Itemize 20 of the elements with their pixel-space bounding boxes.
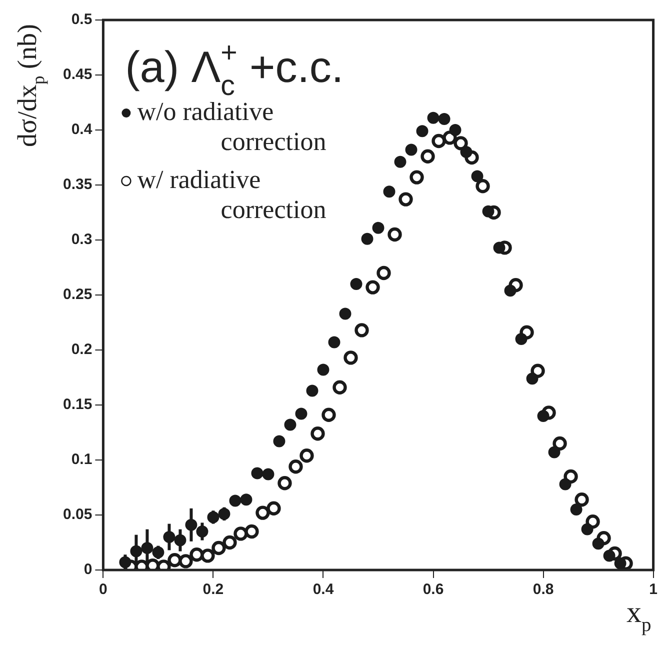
y-tick-label: 0.35 [62, 176, 92, 194]
y-tick-label: 0.45 [62, 66, 92, 84]
y-tick-label: 0.5 [71, 11, 92, 28]
x-tick-label: 0.6 [422, 581, 444, 598]
y-tick-label: 0.25 [62, 286, 92, 304]
y-axis-title: dσ/dxp (nb) [12, 24, 48, 148]
y-tick-label: 0.05 [62, 506, 92, 524]
x-tick-label: 0.4 [312, 581, 334, 598]
y-tick-label: 0.15 [62, 396, 92, 414]
x-tick-label: 0.2 [202, 581, 224, 598]
x-tick-label: 0.8 [532, 581, 554, 598]
y-tick-label: 0 [84, 561, 92, 578]
legend-label: w/ radiative correction [137, 165, 326, 224]
y-tick-label: 0.3 [71, 231, 92, 248]
y-tick-label: 0.4 [71, 121, 93, 138]
x-tick-label: 0 [99, 581, 108, 598]
x-tick-label: 1 [649, 581, 658, 598]
legend-label: w/o radiative correction [137, 97, 326, 156]
y-tick-label: 0.2 [71, 341, 92, 358]
y-tick-label: 0.1 [71, 451, 92, 468]
